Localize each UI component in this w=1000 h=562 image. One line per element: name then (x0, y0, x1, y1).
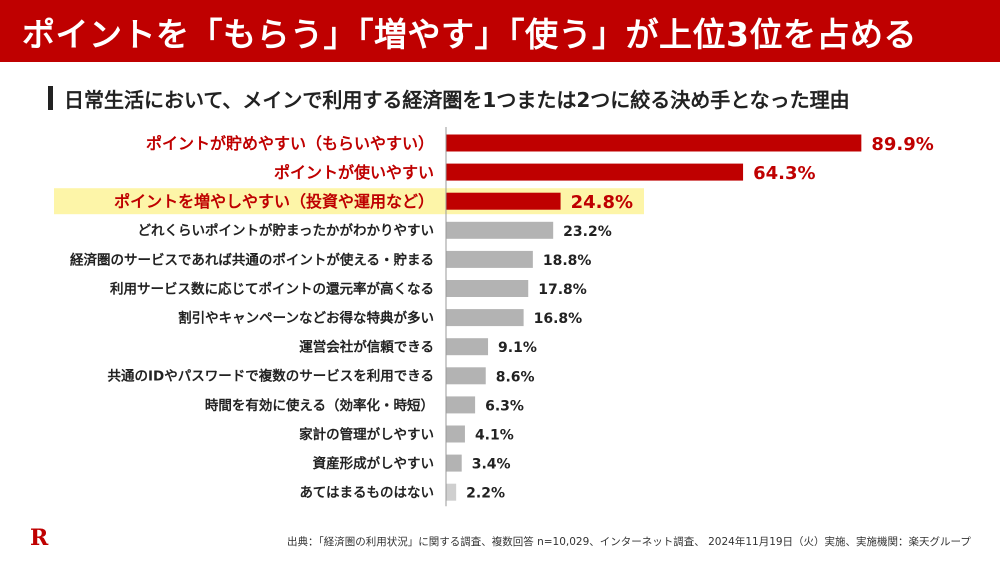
bar (446, 454, 462, 472)
bar (446, 425, 465, 443)
category-label: 家計の管理がしやすい (299, 426, 434, 443)
bar (446, 367, 486, 385)
category-label: 割引やキャンペーンなどお得な特典が多い (178, 309, 434, 326)
value-label: 4.1% (475, 428, 514, 444)
category-label: ポイントが貯めやすい（もらいやすい） (146, 134, 434, 153)
bar (446, 396, 476, 414)
value-label: 23.2% (563, 224, 612, 240)
subtitle-marker (48, 86, 53, 110)
category-label: 経済圏のサービスであれば共通のポイントが使える・貯まる (70, 251, 434, 268)
value-label: 64.3% (753, 163, 815, 184)
bar-chart: ポイントが貯めやすい（もらいやすい） 89.9% ポイントが使いやすい 64.3% ポイ… (54, 127, 934, 507)
bar (446, 280, 529, 297)
category-label: どれくらいポイントが貯まったかがわかりやすい (138, 222, 434, 239)
category-label: 時間を有効に使える（効率化・時短） (205, 397, 434, 414)
bar (446, 134, 862, 152)
value-label: 89.9% (871, 134, 933, 155)
value-label: 17.8% (538, 282, 587, 298)
category-label: 利用サービス数に応じてポイントの還元率が高くなる (110, 280, 434, 297)
bar (446, 309, 524, 327)
chart-subtitle: 日常生活において、メインで利用する経済圏を1つまたは2つに絞る決め手となった理由 (64, 88, 850, 112)
bar (446, 483, 457, 501)
bar (446, 192, 561, 210)
title-banner: ポイントを「もらう」「増やす」「使う」が上位3位を占める (0, 0, 1000, 62)
bar (446, 221, 554, 239)
bar (446, 163, 744, 181)
source-note: 出典：「経済圏の利用状況」に関する調査、複数回答 n=10,029、インターネッ… (287, 536, 971, 548)
category-label: あてはまるものはない (300, 485, 434, 501)
value-label: 3.4% (472, 457, 511, 473)
value-label: 6.3% (485, 398, 524, 414)
value-label: 9.1% (498, 340, 537, 356)
page-title: ポイントを「もらう」「増やす」「使う」が上位3位を占める (22, 15, 917, 54)
value-label: 8.6% (496, 369, 535, 385)
category-label: 資産形成がしやすい (313, 455, 434, 472)
value-label: 24.8% (571, 192, 633, 213)
category-label: ポイントを増やしやすい（投資や運用など） (114, 192, 434, 211)
value-label: 2.2% (466, 486, 505, 502)
rakuten-logo: R (30, 525, 49, 551)
value-label: 16.8% (534, 311, 583, 327)
category-label: 共通のIDやパスワードで複数のサービスを利用できる (108, 368, 434, 385)
bar (446, 250, 533, 268)
category-label: ポイントが使いやすい (274, 163, 434, 182)
bar (446, 338, 489, 356)
value-label: 18.8% (543, 253, 592, 269)
category-label: 運営会社が信頼できる (299, 339, 434, 356)
